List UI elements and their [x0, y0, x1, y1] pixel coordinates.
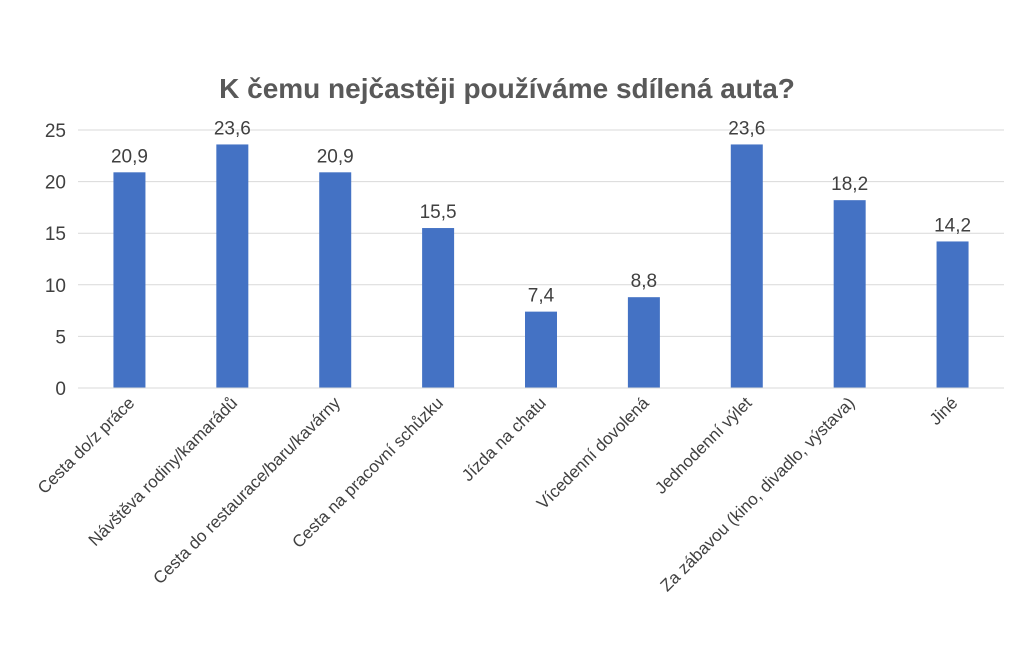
data-label: 20,9 — [317, 146, 354, 167]
x-category-label: Cesta do restaurace/baru/kavárny — [150, 393, 345, 588]
y-tick-label: 25 — [45, 121, 66, 142]
bar — [730, 144, 763, 388]
data-labels: 20,9 23,6 20,9 15,5 7,4 8,8 23,6 18,2 14,2 — [111, 118, 971, 306]
bar — [319, 172, 352, 388]
x-category-label: Jízda na chatu — [458, 393, 550, 485]
bar — [525, 311, 557, 388]
x-category-label: Cesta do/z práce — [34, 393, 138, 497]
bar — [216, 144, 249, 388]
bar — [936, 241, 969, 388]
x-category-label: Jednodenní výlet — [651, 393, 756, 498]
bar — [833, 200, 866, 388]
x-category-label: Vícedenní dovolená — [533, 393, 653, 513]
bar — [113, 172, 146, 388]
data-label: 15,5 — [420, 202, 457, 223]
data-label: 23,6 — [728, 118, 765, 139]
bar — [422, 228, 455, 388]
y-tick-label: 15 — [45, 224, 66, 245]
y-tick-label: 5 — [55, 327, 66, 348]
bars — [113, 144, 969, 388]
chart-title: K čemu nejčastěji používáme sdílená auta… — [219, 73, 795, 104]
y-tick-label: 10 — [45, 276, 66, 297]
data-label: 14,2 — [934, 215, 971, 236]
data-label: 7,4 — [528, 286, 555, 307]
bar — [627, 297, 660, 388]
data-label: 23,6 — [214, 118, 251, 139]
x-category-label: Za zábavou (kino, divadlo, výstava) — [657, 393, 859, 595]
data-label: 20,9 — [111, 146, 148, 167]
data-label: 18,2 — [831, 174, 868, 195]
y-tick-label: 0 — [55, 379, 66, 400]
x-category-label: Jiné — [926, 393, 961, 428]
y-axis-ticks: 0 5 10 15 20 25 — [45, 121, 66, 400]
y-tick-label: 20 — [45, 173, 66, 194]
data-label: 8,8 — [631, 271, 657, 292]
